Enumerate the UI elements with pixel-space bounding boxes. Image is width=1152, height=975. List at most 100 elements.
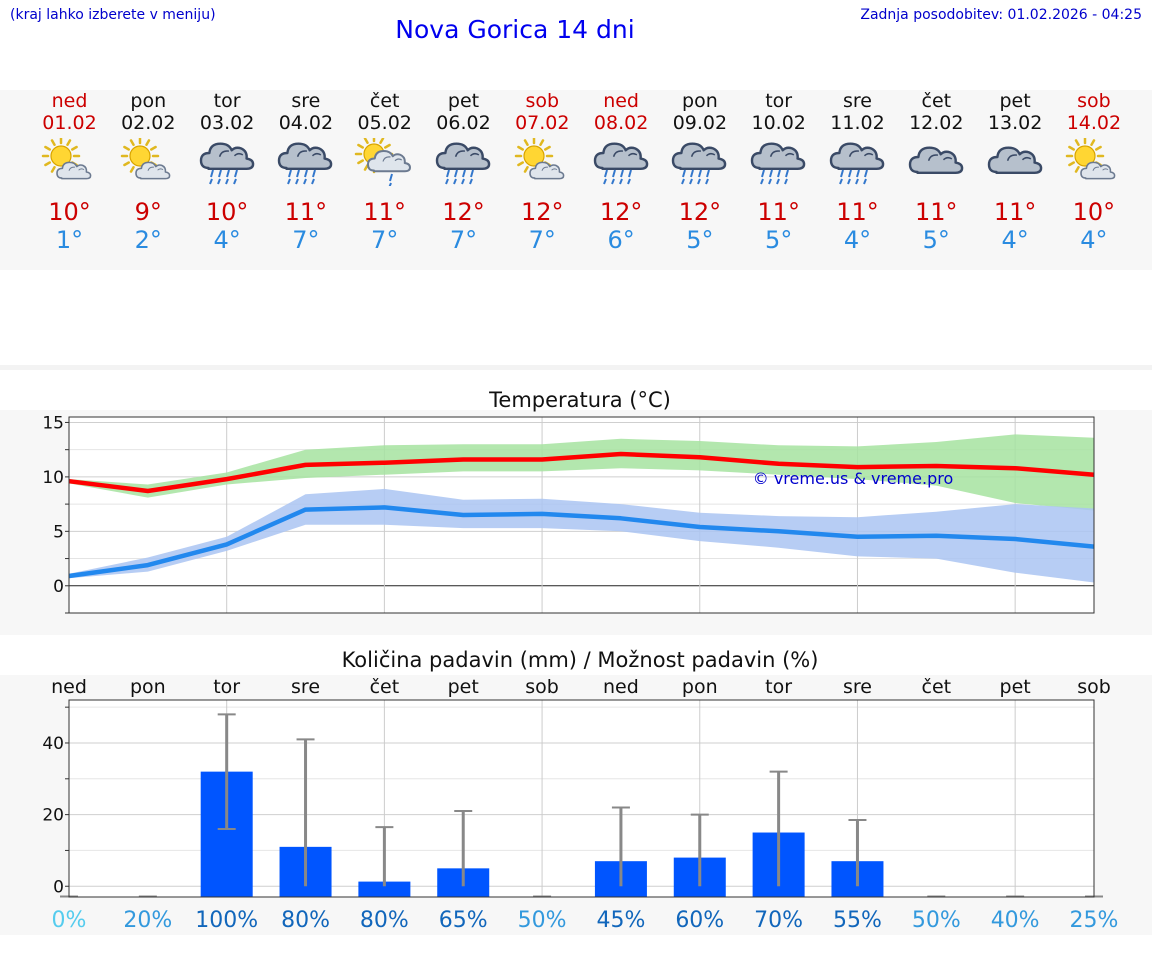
- category-label: ned: [603, 676, 639, 698]
- temp-max: 11°: [363, 198, 406, 226]
- forecast-strip: [0, 90, 1152, 270]
- day-date: 02.02: [121, 112, 176, 134]
- category-label: sre: [843, 676, 872, 698]
- day-name: ned: [603, 90, 639, 112]
- rain-cloud-icon: [278, 142, 333, 185]
- last-update: Zadnja posodobitev: 01.02.2026 - 04:25: [860, 7, 1142, 23]
- temp-max: 12°: [521, 198, 564, 226]
- temp-min: 7°: [528, 226, 556, 254]
- temp-max: 12°: [678, 198, 722, 226]
- forecast-day: sre 04.02 11° 7°: [266, 90, 345, 254]
- precip-probability: 0%: [52, 908, 87, 933]
- precip-probability: 45%: [596, 908, 645, 933]
- section-divider: [0, 365, 1152, 370]
- precip-probability: 20%: [123, 908, 172, 933]
- temp-min: 4°: [843, 226, 872, 254]
- precip-probability: 70%: [754, 908, 803, 933]
- category-label: ned: [51, 676, 87, 698]
- temp-min: 2°: [134, 226, 162, 254]
- temp-min: 4°: [1001, 226, 1029, 254]
- forecast-day: pon 09.02 12° 5°: [660, 90, 739, 254]
- forecast-day: čet 05.02 11° 7°: [345, 90, 424, 254]
- category-label: sob: [1077, 676, 1111, 698]
- temp-max: 10°: [205, 198, 249, 226]
- temp-max: 11°: [836, 198, 879, 226]
- precip-bar: [358, 881, 411, 897]
- day-name: sre: [291, 90, 321, 112]
- weather-icon-slot: [591, 138, 651, 186]
- day-name: ned: [51, 90, 88, 112]
- precip-chart-title: Količina padavin (mm) / Možnost padavin …: [341, 648, 819, 672]
- day-date: 05.02: [357, 112, 412, 134]
- day-name: tor: [765, 90, 793, 112]
- day-date: 10.02: [751, 112, 806, 134]
- temp-max: 12°: [442, 198, 485, 226]
- weather-icon-slot: [275, 138, 335, 186]
- weather-icon-slot: [669, 138, 729, 186]
- precip-probability: 80%: [281, 908, 330, 933]
- day-date: 12.02: [909, 112, 964, 134]
- series-min-band: [69, 488, 1094, 583]
- temp-min: 7°: [449, 226, 478, 254]
- plot-frame: [68, 699, 1095, 898]
- y-tick-label: 5: [53, 522, 64, 542]
- rain-cloud-icon: [672, 142, 727, 185]
- day-date: 01.02: [42, 112, 97, 134]
- category-label: tor: [765, 676, 792, 698]
- precip-probability: 25%: [1070, 908, 1119, 933]
- weather-icon-slot: [197, 138, 257, 186]
- forecast-day: ned 08.02 12° 6°: [582, 90, 661, 254]
- day-name: pon: [130, 90, 167, 112]
- temp-min: 7°: [292, 226, 320, 254]
- rain-cloud-icon: [199, 142, 254, 185]
- series-max-band: [69, 434, 1094, 511]
- temp-max: 12°: [599, 198, 643, 226]
- day-date: 04.02: [278, 112, 334, 134]
- day-name: sre: [843, 90, 872, 112]
- category-label: sob: [525, 676, 559, 698]
- sun-cloud-icon: [1066, 136, 1116, 180]
- day-name: pet: [999, 90, 1031, 112]
- sun-cloud-icon: [514, 136, 565, 180]
- precip-probability: 65%: [439, 908, 488, 933]
- category-label: pon: [130, 676, 166, 698]
- temp-min: 4°: [213, 226, 241, 254]
- forecast-day: tor 10.02 11° 5°: [739, 90, 818, 254]
- temp-min: 7°: [371, 226, 399, 254]
- weather-icon-slot: [512, 136, 572, 186]
- sun-cloud-icon: [120, 136, 171, 180]
- precipitation-chart: ned pon tor sre čet pet sob ned pon tor sre čet pet s…: [42, 676, 1119, 933]
- sun-cloud-icon: [41, 136, 92, 180]
- category-label: sre: [291, 676, 320, 698]
- day-date: 08.02: [593, 112, 649, 134]
- y-tick-label: 10: [42, 468, 64, 488]
- weather-icon-slot: [354, 134, 414, 189]
- rain-cloud-icon: [593, 142, 648, 185]
- rain-cloud-icon: [435, 142, 491, 185]
- temp-min: 5°: [686, 226, 714, 254]
- menu-hint[interactable]: (kraj lahko izberete v meniju): [10, 7, 216, 23]
- cloud-icon: [987, 146, 1042, 175]
- precip-probability: 50%: [518, 908, 567, 933]
- forecast-day: pet 06.02 12° 7°: [424, 90, 503, 254]
- weather-icon-slot: [118, 136, 178, 186]
- day-date: 13.02: [987, 112, 1043, 134]
- sun-rain-cloud-icon: [354, 134, 412, 189]
- temp-min: 5°: [765, 226, 793, 254]
- forecast-day: pet 13.02 11° 4°: [976, 90, 1055, 254]
- day-name: sob: [525, 90, 560, 112]
- day-date: 06.02: [436, 112, 491, 134]
- day-name: pon: [682, 90, 718, 112]
- temperature-chart-title: Temperatura (°C): [489, 388, 671, 412]
- watermark: © vreme.us & vreme.pro: [753, 469, 954, 488]
- temp-max: 11°: [915, 198, 958, 226]
- day-name: sob: [1077, 90, 1111, 112]
- weather-icon-slot: [1063, 136, 1123, 186]
- temp-max: 10°: [1072, 198, 1116, 226]
- y-tick-label: 20: [42, 806, 64, 826]
- temperature-chart: 0 5 10 15 © vreme.us & vreme.pro: [42, 413, 1095, 614]
- forecast-day: sre 11.02 11° 4°: [818, 90, 897, 254]
- forecast-day: sob 07.02 12° 7°: [503, 90, 582, 254]
- category-label: pon: [682, 676, 718, 698]
- temp-min: 6°: [607, 226, 635, 254]
